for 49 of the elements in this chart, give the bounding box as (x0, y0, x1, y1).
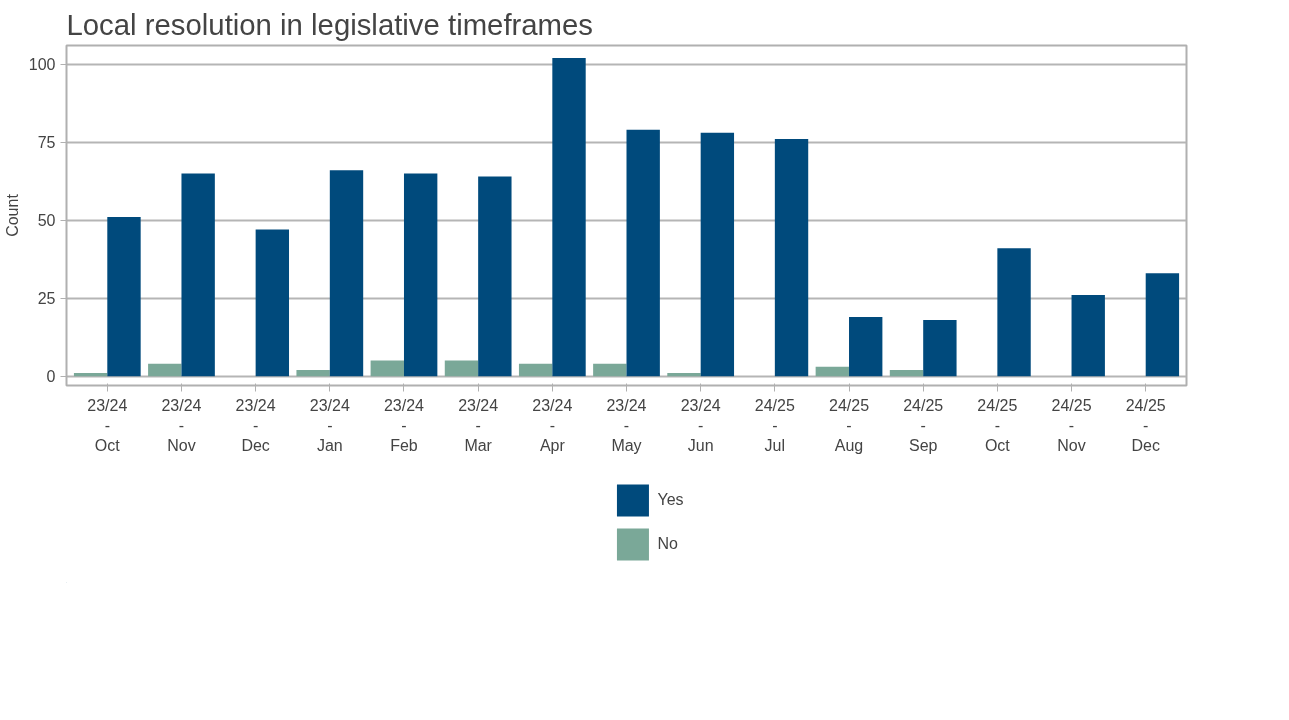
bar (403, 173, 438, 377)
bar (815, 366, 850, 377)
bar (889, 369, 924, 377)
x-tick-label: 23/24 - Nov (161, 396, 202, 455)
y-tick-label: 25 (37, 290, 56, 308)
x-tick-label: 23/24 - Mar (458, 396, 499, 455)
x-tick-label: 23/24 - Feb (383, 396, 425, 455)
bar (774, 139, 809, 377)
bar (1071, 295, 1105, 377)
bar (444, 360, 479, 377)
x-tick-label: 23/24 - Jun (680, 396, 721, 455)
x-tick-label: 24/25 - Nov (1051, 396, 1092, 455)
x-tick-label: 24/25 - Oct (977, 396, 1018, 455)
y-tick-label: 75 (37, 134, 56, 152)
bar (1145, 273, 1180, 377)
y-tick-label: 0 (46, 368, 56, 386)
y-tick-label: 100 (28, 56, 56, 74)
bar (667, 373, 701, 377)
bar (370, 360, 404, 377)
legend-label: No (657, 535, 678, 553)
x-tick-label: 24/25 - Dec (1125, 396, 1166, 455)
bar (700, 132, 735, 377)
y-tick-label: 50 (37, 212, 56, 230)
bar (552, 57, 586, 377)
x-tick-label: 23/24 - Oct (87, 396, 128, 455)
bar (593, 363, 627, 377)
bar (255, 229, 290, 377)
bar (181, 173, 215, 377)
chart-title: Local resolution in legislative timeframes (66, 7, 594, 41)
bar (849, 316, 883, 377)
x-tick-label: 24/25 - Jul (754, 396, 795, 455)
x-tick-label: 23/24 - Dec (235, 396, 276, 455)
legend-label: Yes (657, 491, 684, 509)
bar (107, 217, 141, 377)
x-tick-label: 24/25 - Aug (829, 396, 870, 455)
bar (148, 363, 182, 377)
x-tick-label: 24/25 - Sep (903, 396, 944, 455)
bar (923, 320, 957, 377)
bar (626, 129, 660, 377)
bar (329, 170, 364, 377)
bar (296, 369, 330, 377)
bar (73, 373, 108, 377)
x-tick-label: 23/24 - May (606, 396, 647, 455)
bar (478, 176, 512, 377)
bar (997, 248, 1031, 377)
y-axis-title: Count (3, 193, 21, 237)
x-tick-label: 23/24 - Jan (309, 396, 350, 455)
x-tick-label: 23/24 - Apr (532, 396, 573, 455)
bar (518, 363, 553, 377)
